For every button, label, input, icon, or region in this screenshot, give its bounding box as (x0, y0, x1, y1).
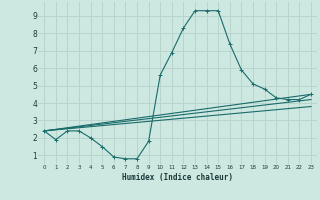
X-axis label: Humidex (Indice chaleur): Humidex (Indice chaleur) (122, 173, 233, 182)
